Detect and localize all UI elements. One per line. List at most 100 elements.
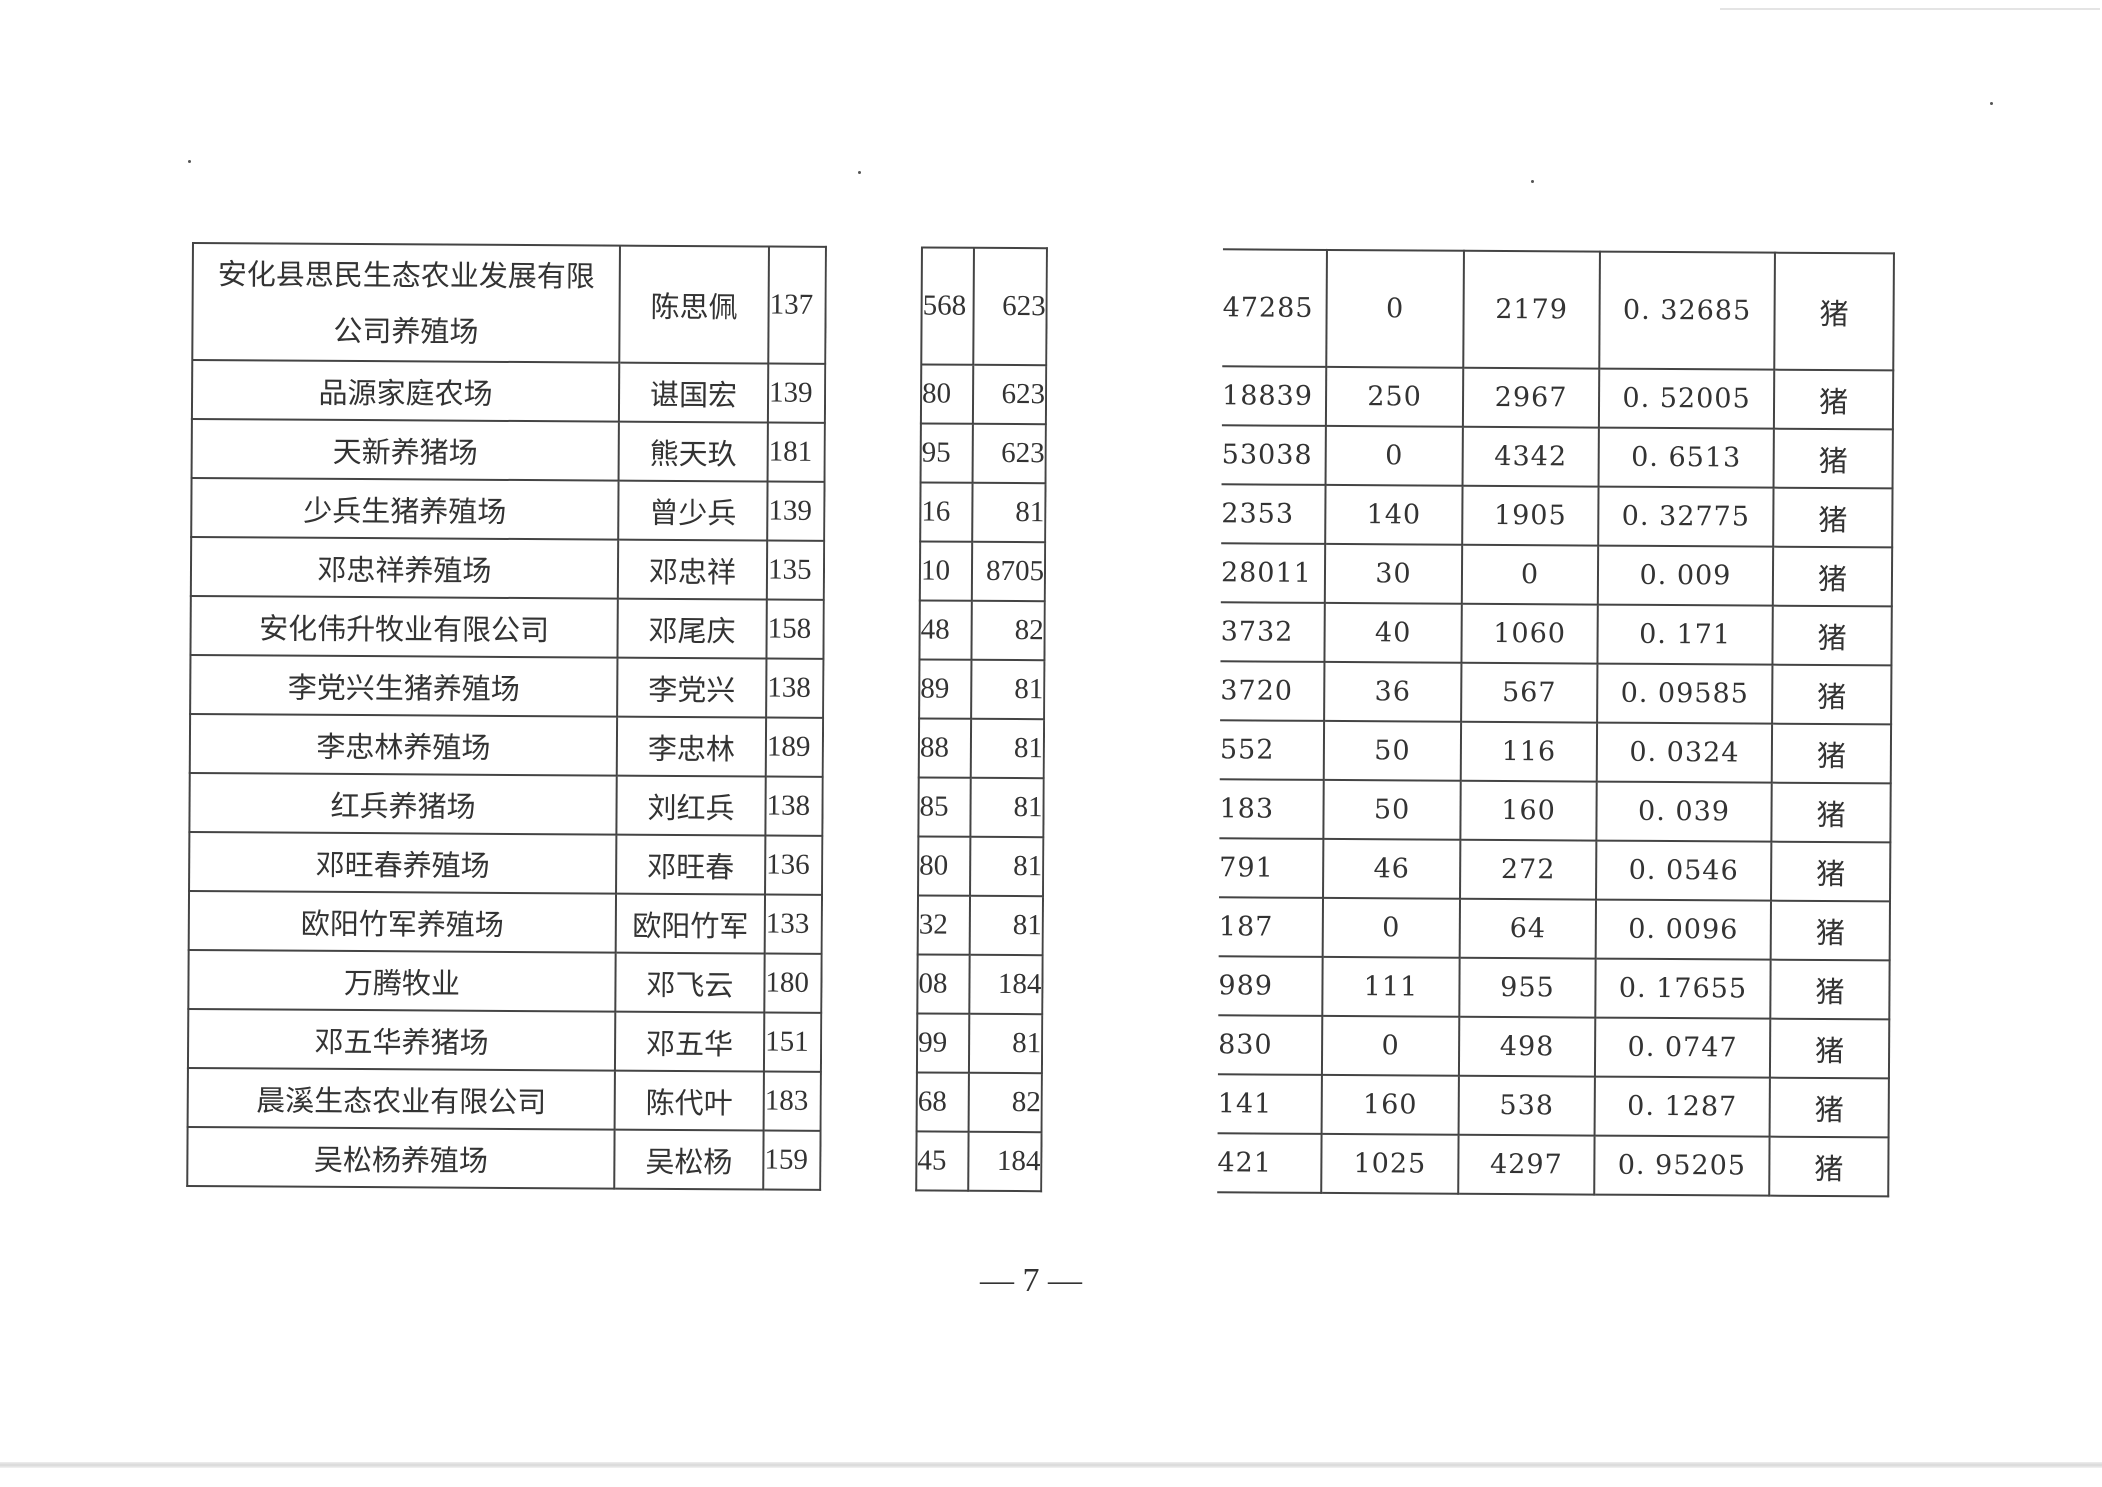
value-cell-7-text: 160 [1362, 1089, 1418, 1121]
value-cell-6: 552 [1219, 721, 1326, 781]
value-cell-9-text: 0. 17655 [1618, 972, 1748, 1005]
value-cell-9: 0. 0747 [1595, 1018, 1772, 1079]
value-cell-6-text: 47285 [1222, 292, 1314, 324]
value-cell-7-text: 30 [1375, 558, 1412, 590]
redacted-gap [821, 1072, 916, 1133]
value-cell-7: 46 [1324, 839, 1462, 900]
value-cell-7-text: 1025 [1353, 1148, 1427, 1180]
species-cell-text: 猪 [1816, 738, 1846, 773]
value-cell-7-text: 50 [1374, 735, 1411, 767]
farm-name-cell: 邓五华养猪场 [186, 1009, 617, 1072]
value-cell-8: 2179 [1464, 249, 1601, 370]
species-cell-text: 猪 [1819, 296, 1849, 331]
species-cell-text: 猪 [1815, 915, 1845, 950]
value-cell-3: 151 [764, 1013, 823, 1073]
species-cell: 猪 [1772, 783, 1892, 844]
value-cell-9-text: 0. 32775 [1621, 500, 1751, 533]
species-cell-text: 猪 [1816, 797, 1846, 832]
value-cell-5: 81 [970, 896, 1045, 957]
farm-name-cell-text: 李党兴生猪养殖场 [287, 670, 520, 706]
value-cell-7-text: 0 [1385, 293, 1405, 325]
redacted-gap [824, 600, 919, 661]
value-cell-7: 50 [1324, 721, 1463, 782]
value-cell-5-text: 81 [1014, 673, 1044, 706]
value-cell-3-text: 181 [768, 435, 813, 468]
value-cell-9-text: 0. 1287 [1627, 1090, 1738, 1123]
value-cell-3: 139 [768, 482, 826, 542]
redacted-gap [1047, 247, 1223, 368]
value-cell-8: 4342 [1463, 427, 1600, 488]
value-cell-5: 81 [971, 837, 1045, 898]
farm-name-cell: 少兵生猪养殖场 [190, 478, 620, 541]
owner-cell: 曾少兵 [619, 481, 769, 542]
value-cell-5-text: 184 [996, 1144, 1041, 1178]
value-cell-4-text: 89 [920, 672, 950, 705]
value-cell-8: 538 [1459, 1076, 1596, 1137]
value-cell-3-text: 159 [764, 1143, 809, 1176]
value-cell-6-text: 552 [1219, 734, 1275, 766]
species-cell: 猪 [1774, 429, 1894, 490]
value-cell-9: 0. 171 [1598, 605, 1774, 666]
value-cell-8: 567 [1462, 663, 1599, 724]
species-cell: 猪 [1770, 1019, 1891, 1080]
species-cell-text: 猪 [1816, 856, 1846, 891]
value-cell-4-text: 99 [918, 1026, 948, 1059]
redacted-gap [824, 541, 920, 602]
value-cell-7: 0 [1323, 898, 1462, 959]
value-cell-3-text: 135 [767, 553, 812, 586]
farm-name-cell-text: 吴松杨养殖场 [313, 1142, 488, 1178]
species-cell-text: 猪 [1818, 502, 1848, 537]
value-cell-7: 1025 [1322, 1134, 1460, 1195]
value-cell-6: 421 [1217, 1134, 1323, 1194]
value-cell-4-text: 48 [920, 613, 950, 646]
species-cell-text: 猪 [1818, 384, 1849, 419]
owner-cell-text: 欧阳竹军 [632, 908, 749, 943]
value-cell-7-text: 140 [1366, 499, 1422, 531]
value-cell-3-text: 138 [766, 789, 811, 822]
table-row: 安化伟升牧业有限公司 邓尾庆 158 48 82 3732 40 1060 0. 171 猪 [189, 596, 1893, 667]
value-cell-7-text: 250 [1367, 381, 1422, 413]
owner-cell: 李忠林 [617, 717, 768, 778]
value-cell-4: 10 [918, 542, 974, 602]
value-cell-3: 138 [766, 777, 824, 837]
farm-name-cell-text: 品源家庭农场 [318, 375, 493, 411]
value-cell-7: 0 [1326, 426, 1464, 487]
value-cell-5-text: 623 [1001, 377, 1046, 411]
table-row: 少兵生猪养殖场 曾少兵 139 16 81 2353 140 1905 0. 32775 猪 [190, 478, 1894, 549]
value-cell-3: 138 [767, 659, 825, 719]
farm-name-cell: 晨溪生态农业有限公司 [186, 1068, 616, 1131]
value-cell-9-text: 0. 95205 [1617, 1149, 1747, 1182]
redacted-gap [824, 659, 919, 720]
value-cell-4-text: 88 [919, 731, 950, 764]
owner-cell-text: 陈代叶 [645, 1085, 733, 1120]
value-cell-3-text: 136 [766, 848, 810, 881]
owner-cell-text: 邓五华 [645, 1026, 734, 1061]
value-cell-8: 2967 [1463, 368, 1601, 429]
value-cell-9-text: 0. 32685 [1622, 294, 1752, 327]
redacted-gap [823, 718, 919, 779]
species-cell: 猪 [1771, 842, 1892, 903]
value-cell-9-text: 0. 039 [1638, 795, 1731, 828]
value-cell-9-text: 0. 0324 [1629, 736, 1740, 769]
value-cell-8-text: 0 [1520, 559, 1540, 591]
value-cell-5-text: 82 [1014, 614, 1044, 647]
value-cell-8: 4297 [1459, 1135, 1596, 1196]
value-cell-4: 80 [917, 837, 972, 897]
farm-name-cell-text: 红兵养猪场 [330, 788, 476, 824]
value-cell-4: 99 [915, 1014, 971, 1074]
value-cell-4-text: 568 [922, 289, 967, 322]
species-cell: 猪 [1773, 606, 1893, 667]
redacted-gap [826, 245, 921, 366]
scan-speck [858, 171, 861, 174]
value-cell-8-text: 498 [1499, 1031, 1555, 1063]
value-cell-4: 568 [920, 246, 975, 366]
value-cell-6: 18839 [1221, 367, 1328, 427]
value-cell-8-text: 2967 [1494, 381, 1568, 414]
value-cell-4: 16 [919, 483, 974, 543]
value-cell-5: 184 [969, 1132, 1043, 1193]
value-cell-8-text: 538 [1499, 1090, 1555, 1122]
value-cell-9: 0. 0096 [1596, 900, 1772, 961]
value-cell-6-text: 3720 [1220, 675, 1294, 707]
value-cell-8: 1905 [1463, 486, 1600, 547]
value-cell-3: 158 [767, 600, 825, 660]
